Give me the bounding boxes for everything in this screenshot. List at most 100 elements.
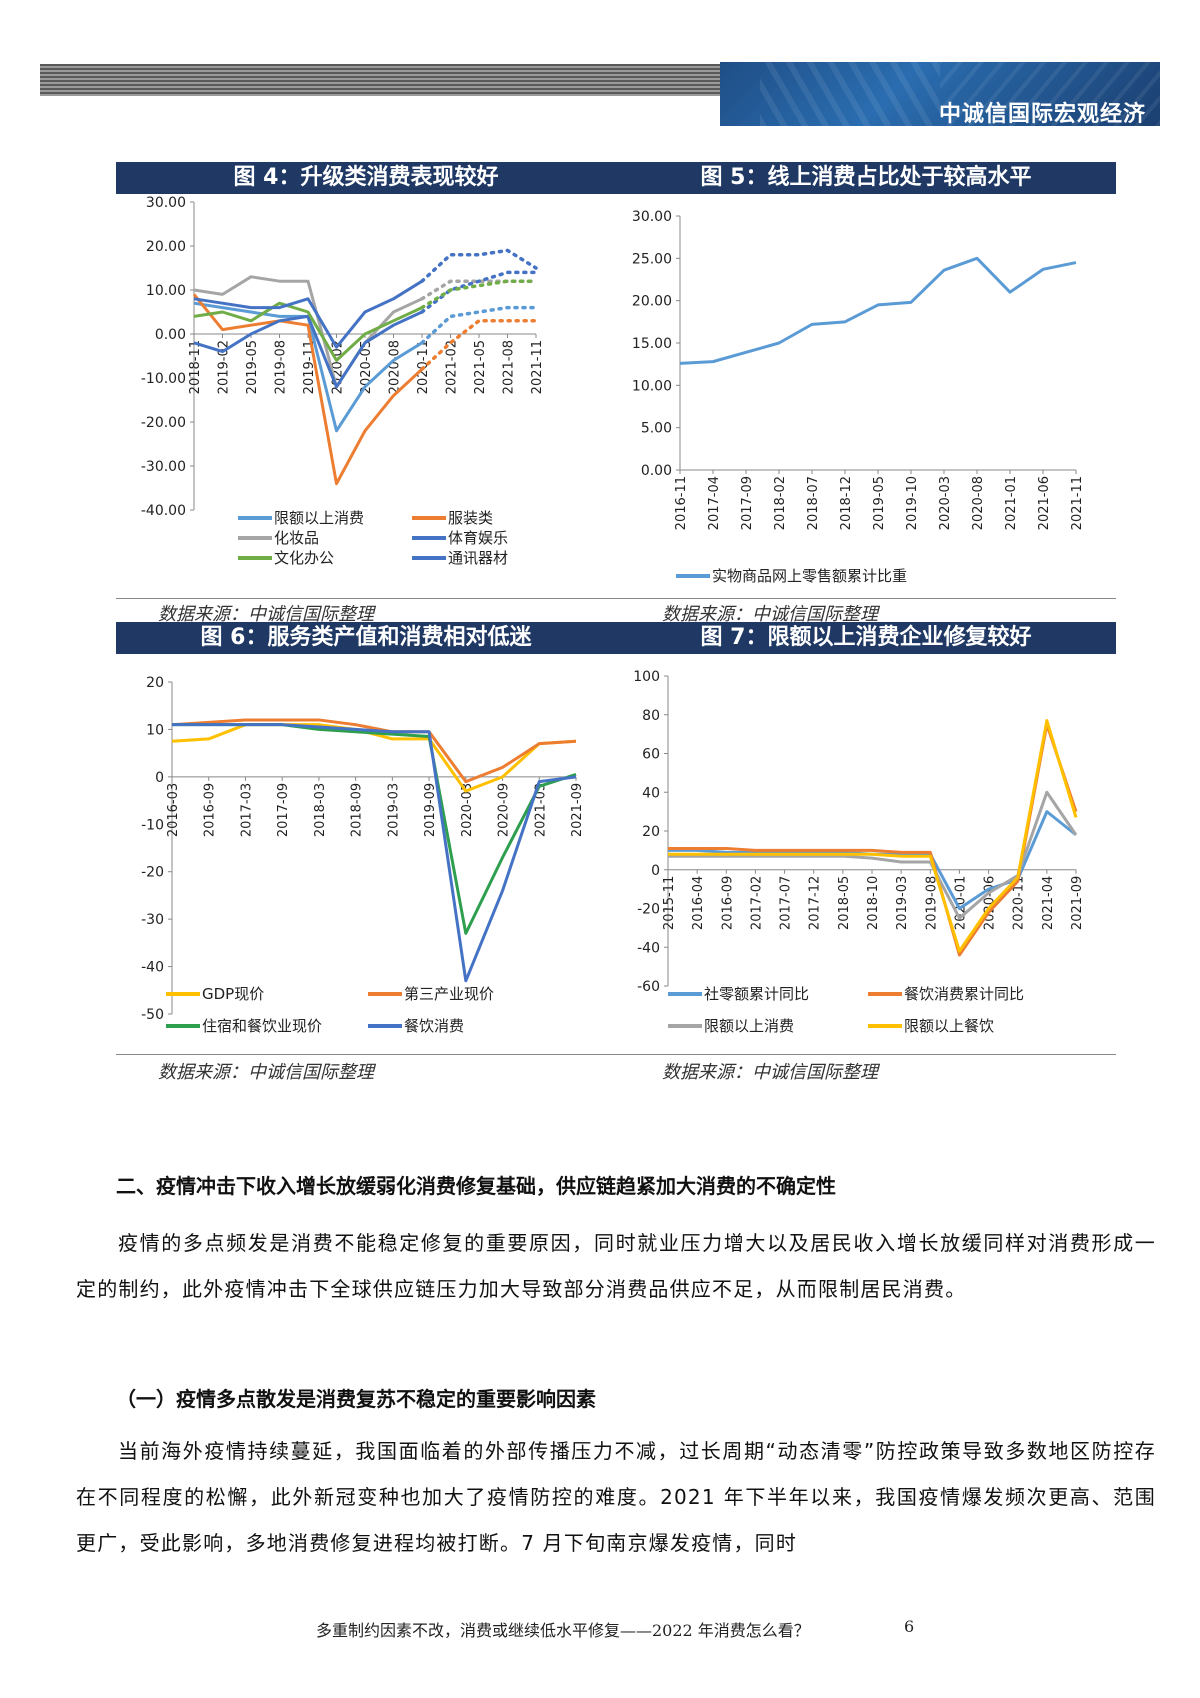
fig5-title: 图 5：线上消费占比处于较高水平 bbox=[616, 162, 1116, 194]
x-tick-label: 2021-11 bbox=[1070, 476, 1085, 530]
y-tick-label: 25.00 bbox=[632, 251, 672, 267]
fig7-chart: 100 80 60 40 20 0 -20 -40 -60 2015-11 2016-04 2016-… bbox=[633, 669, 1085, 1035]
y-tick-label: -30.00 bbox=[141, 459, 186, 475]
series-line-projection bbox=[420, 319, 538, 371]
fig4-plot: 30.00 20.00 10.00 0.00 -10.00 -20.00 -30.00 -40… bbox=[141, 196, 545, 567]
fig5-plot: 30.00 25.00 20.00 15.00 10.00 5.00 0.002016-11… bbox=[632, 209, 1085, 585]
x-tick-label: 2018-02 bbox=[773, 476, 788, 530]
fig5-chart: 30.00 25.00 20.00 15.00 10.00 5.00 0.002016-11… bbox=[632, 209, 1085, 585]
x-tick-label: 2019-10 bbox=[905, 476, 920, 530]
fig6-plot: 20 10 0 -10 -20 -30 -40 -50 2016-03 2016-09 2017-0… bbox=[141, 675, 585, 1035]
series-line-projection bbox=[420, 279, 538, 301]
x-tick-label: 2017-09 bbox=[276, 783, 291, 837]
x-tick-label: 2017-12 bbox=[808, 876, 823, 930]
x-tick-label: 2020-03 bbox=[460, 783, 475, 837]
y-tick-label: 30.00 bbox=[632, 209, 672, 225]
series-line-projection bbox=[420, 270, 538, 314]
y-tick-label: -50 bbox=[141, 1007, 164, 1023]
legend-label: 限额以上餐饮 bbox=[904, 1017, 994, 1035]
fig7-source: 数据来源：中诚信国际整理 bbox=[662, 1062, 878, 1083]
legend-label: 住宿和餐饮业现价 bbox=[202, 1017, 322, 1035]
legend-label: 化妆品 bbox=[274, 529, 319, 547]
x-tick-label: 2017-09 bbox=[740, 476, 755, 530]
legend-label: 实物商品网上零售额累计比重 bbox=[712, 567, 907, 585]
y-tick-label: 10.00 bbox=[632, 378, 672, 394]
series-line-projection bbox=[420, 279, 538, 310]
header-title: 中诚信国际宏观经济 bbox=[938, 102, 1146, 126]
section-heading: 二、疫情冲击下收入增长放缓弱化消费修复基础，供应链趋紧加大消费的不确定性 bbox=[116, 1174, 836, 1198]
series-line bbox=[668, 790, 1078, 920]
fig6-source: 数据来源：中诚信国际整理 bbox=[158, 1062, 374, 1083]
subsection-heading: （一）疫情多点散发是消费复苏不稳定的重要影响因素 bbox=[116, 1387, 596, 1411]
x-tick-label: 2018-03 bbox=[313, 783, 328, 837]
legend-label: 限额以上消费 bbox=[274, 509, 364, 527]
y-tick-label: 20.00 bbox=[632, 294, 672, 310]
x-tick-label: 2016-09 bbox=[720, 876, 735, 930]
x-tick-label: 2020-11 bbox=[1012, 876, 1027, 930]
series-line bbox=[193, 301, 423, 362]
divider bbox=[116, 598, 1116, 599]
y-tick-label: -60 bbox=[637, 979, 660, 995]
y-tick-label: 10 bbox=[146, 722, 164, 738]
paragraph: 当前海外疫情持续蔓延，我国面临着的外部传播压力不减，过长周期“动态清零”防控政策… bbox=[76, 1439, 1156, 1555]
series-line bbox=[171, 718, 577, 784]
x-tick-label: 2019-05 bbox=[245, 340, 260, 394]
y-tick-label: 20 bbox=[146, 675, 164, 691]
x-tick-label: 2019-05 bbox=[872, 476, 887, 530]
x-tick-label: 2020-08 bbox=[971, 476, 986, 530]
y-tick-label: 0 bbox=[651, 863, 660, 879]
x-tick-label: 2016-03 bbox=[166, 783, 181, 837]
y-tick-label: -40 bbox=[141, 960, 164, 976]
x-tick-label: 2017-04 bbox=[707, 476, 722, 530]
legend-label: 通讯器材 bbox=[448, 549, 508, 567]
y-tick-label: 15.00 bbox=[632, 336, 672, 352]
series-line bbox=[192, 293, 424, 486]
x-tick-label: 2018-05 bbox=[837, 876, 852, 930]
x-tick-label: 2021-09 bbox=[570, 783, 585, 837]
fig7-title: 图 7：限额以上消费企业修复较好 bbox=[616, 622, 1116, 654]
series-line bbox=[679, 256, 1077, 365]
y-tick-label: 60 bbox=[642, 747, 660, 763]
series-line bbox=[193, 275, 423, 389]
y-tick-label: 30.00 bbox=[146, 196, 186, 211]
legend-label: 餐饮消费 bbox=[404, 1017, 464, 1035]
x-tick-label: 2018-09 bbox=[350, 783, 365, 837]
paragraph: 疫情的多点频发是消费不能稳定修复的重要原因，同时就业压力增大以及居民收入增长放缓… bbox=[76, 1231, 1156, 1301]
header-banner: 中诚信国际宏观经济 bbox=[720, 62, 1160, 126]
y-tick-label: 5.00 bbox=[641, 421, 672, 437]
series-line-projection bbox=[420, 305, 538, 345]
x-tick-label: 2019-03 bbox=[386, 783, 401, 837]
x-tick-label: 2021-05 bbox=[473, 340, 488, 394]
y-tick-label: 80 bbox=[642, 708, 660, 724]
y-tick-label: -10 bbox=[141, 817, 164, 833]
x-tick-label: 2016-09 bbox=[203, 783, 218, 837]
fig5-source: 数据来源：中诚信国际整理 bbox=[662, 604, 878, 625]
x-tick-label: 2021-01 bbox=[1004, 476, 1019, 530]
fig7-plot: 100 80 60 40 20 0 -20 -40 -60 2015-11 2016-04 2016-… bbox=[633, 669, 1085, 1035]
x-tick-label: 2017-07 bbox=[779, 876, 794, 930]
fig4-title: 图 4：升级类消费表现较好 bbox=[116, 162, 616, 194]
legend-label: GDP现价 bbox=[202, 985, 264, 1003]
x-tick-label: 2019-03 bbox=[895, 876, 910, 930]
x-tick-label: 2018-11 bbox=[188, 340, 203, 394]
x-tick-label: 2015-11 bbox=[662, 876, 677, 930]
x-tick-label: 2020-09 bbox=[497, 783, 512, 837]
x-tick-label: 2018-12 bbox=[839, 476, 854, 530]
y-tick-label: -40 bbox=[637, 940, 660, 956]
y-tick-label: 20.00 bbox=[146, 239, 186, 255]
footer-title: 多重制约因素不改，消费或继续低水平修复——2022 年消费怎么看？ bbox=[316, 1621, 810, 1640]
y-tick-label: -10.00 bbox=[141, 371, 186, 387]
x-tick-label: 2017-03 bbox=[239, 783, 254, 837]
x-tick-label: 2017-02 bbox=[749, 876, 764, 930]
fig6-title: 图 6：服务类产值和消费相对低迷 bbox=[116, 622, 616, 654]
banner-decoration bbox=[760, 62, 940, 126]
header-stripes bbox=[40, 64, 720, 96]
series-line bbox=[172, 723, 577, 935]
fig6-chart: 20 10 0 -10 -20 -30 -40 -50 2016-03 2016-09 2017-0… bbox=[141, 675, 585, 1035]
series-line-projection bbox=[420, 248, 538, 283]
legend-label: 第三产业现价 bbox=[404, 985, 494, 1003]
y-tick-label: 0.00 bbox=[641, 463, 672, 479]
x-tick-label: 2018-07 bbox=[806, 476, 821, 530]
y-tick-label: 40 bbox=[642, 785, 660, 801]
x-tick-label: 2021-02 bbox=[445, 340, 460, 394]
